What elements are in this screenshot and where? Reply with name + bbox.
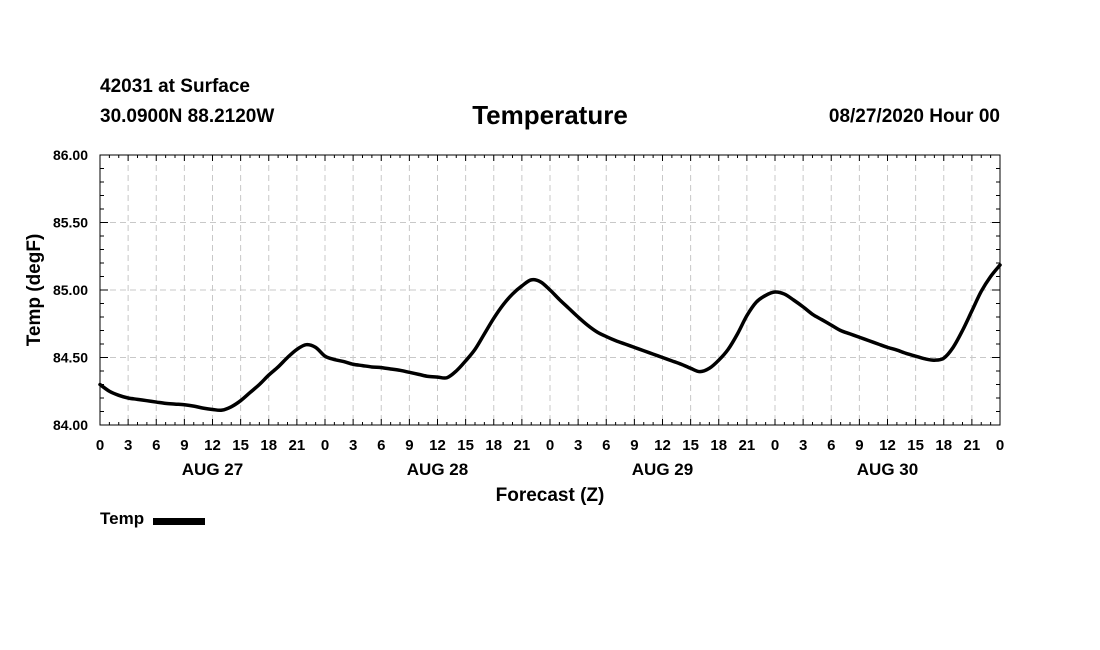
day-label: AUG 29 (632, 460, 693, 479)
x-tick-label: 12 (879, 437, 896, 454)
x-tick-label: 21 (964, 437, 981, 454)
day-label: AUG 27 (182, 460, 243, 479)
plot-frame (99, 154, 1001, 426)
y-tick-label: 86.00 (53, 147, 88, 163)
x-tick-label: 0 (996, 437, 1004, 454)
x-tick-label: 9 (405, 437, 413, 454)
x-tick-label: 6 (602, 437, 610, 454)
series-layer (98, 263, 1002, 413)
x-tick-label: 9 (855, 437, 863, 454)
x-tick-label: 3 (799, 437, 807, 454)
x-tick-label: 9 (630, 437, 638, 454)
x-tick-label: 3 (124, 437, 132, 454)
x-tick-label: 12 (204, 437, 221, 454)
x-tick-label: 0 (96, 437, 104, 454)
day-label: AUG 28 (407, 460, 468, 479)
legend-label: Temp (100, 509, 145, 528)
x-tick-label: 21 (514, 437, 531, 454)
x-tick-label: 15 (232, 437, 249, 454)
x-tick-label: 18 (260, 437, 277, 454)
x-tick-label: 12 (654, 437, 671, 454)
chart-title: Temperature (472, 100, 628, 130)
x-tick-label: 0 (321, 437, 329, 454)
grid (100, 155, 1000, 425)
x-tick-label: 18 (710, 437, 727, 454)
y-tick-label: 85.50 (53, 215, 88, 231)
x-tick-label: 15 (682, 437, 699, 454)
day-label: AUG 30 (857, 460, 918, 479)
x-tick-label: 15 (907, 437, 924, 454)
series-line-temp (98, 263, 1002, 413)
x-tick-label: 6 (827, 437, 835, 454)
legend: Temp (100, 509, 206, 529)
valid-time: 08/27/2020 Hour 00 (828, 106, 1000, 127)
x-tick-label: 0 (771, 437, 779, 454)
station-label: 42031 at Surface (100, 76, 250, 97)
x-tick-label: 15 (457, 437, 474, 454)
y-tick-label: 84.50 (53, 350, 88, 366)
x-tick-label: 12 (429, 437, 446, 454)
x-tick-label: 6 (377, 437, 385, 454)
legend-line-swatch (153, 517, 206, 525)
y-tick-label: 85.00 (53, 282, 88, 298)
x-tick-label: 3 (349, 437, 357, 454)
x-tick-label: 9 (180, 437, 188, 454)
x-tick-label: 0 (546, 437, 554, 454)
x-axis-title: Forecast (Z) (496, 485, 605, 506)
x-tick-label: 21 (739, 437, 756, 454)
x-tick-label: 21 (289, 437, 306, 454)
x-tick-label: 3 (574, 437, 582, 454)
y-axis-title: Temp (degF) (24, 234, 45, 347)
x-tick-label: 18 (935, 437, 952, 454)
y-tick-label: 84.00 (53, 417, 88, 433)
axis-labels: 0 3 6 9 12 15 18 21 0 3 6 9 12 15 18 21 0 3 6 9 12 15 18 21 0 3 6 9… (53, 147, 1004, 479)
x-tick-label: 18 (485, 437, 502, 454)
x-tick-label: 6 (152, 437, 160, 454)
station-coordinates: 30.0900N 88.2120W (100, 106, 275, 127)
